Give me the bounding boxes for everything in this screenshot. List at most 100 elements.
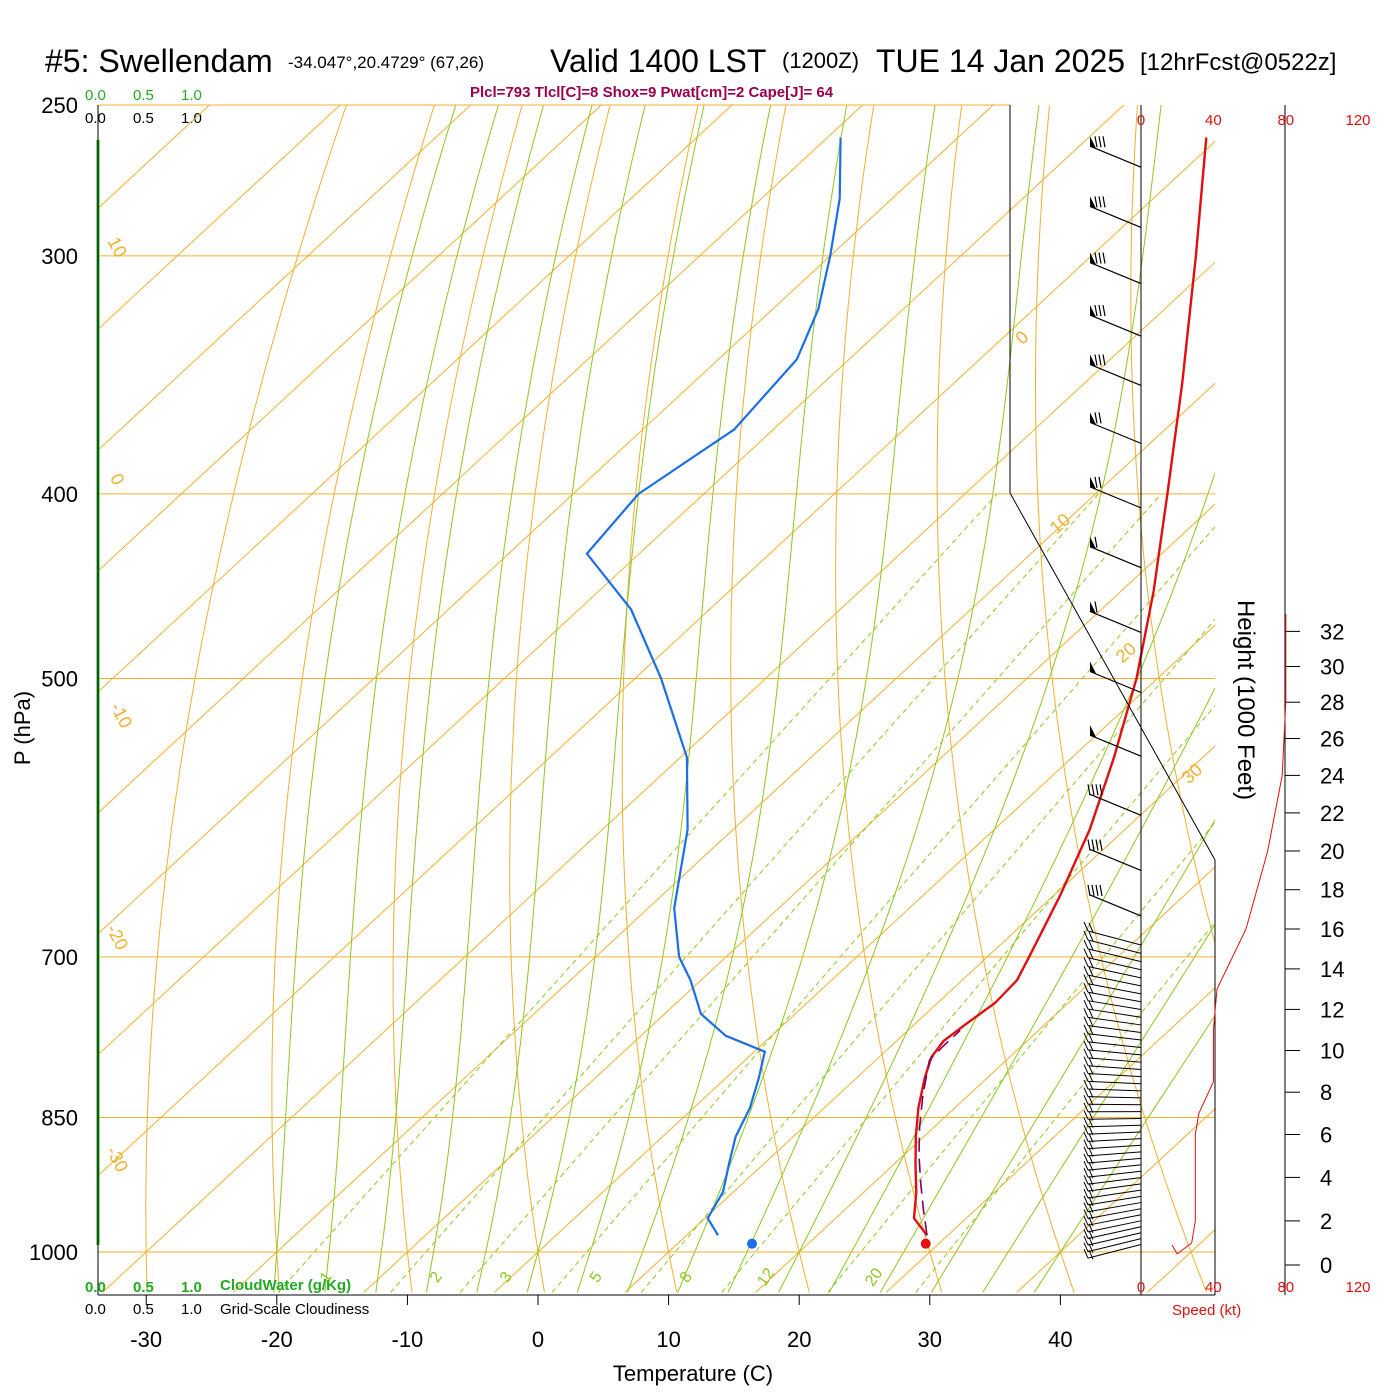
wind-barb-feather xyxy=(1091,784,1095,796)
wind-barb-feather xyxy=(1083,948,1089,958)
wind-barb-shaft xyxy=(1089,205,1142,228)
pressure-tick-label: 850 xyxy=(41,1106,78,1131)
cloudwater-scale-bottom-1: 1.0 xyxy=(181,1279,202,1296)
wind-barb-feather xyxy=(1088,1096,1094,1106)
wind-barb-shaft xyxy=(1087,1016,1142,1026)
temperature-tick-label: 30 xyxy=(918,1327,942,1352)
wind-barb-pennant xyxy=(1090,354,1096,367)
wind-barb-feather xyxy=(1083,1242,1089,1252)
wind-barb-feather xyxy=(1083,1032,1089,1043)
moist-adiabat-line xyxy=(828,471,1215,1293)
temperature-tick-label: 40 xyxy=(1048,1327,1072,1352)
cloudwater-scale-top: 0.0 0.5 1.0 xyxy=(85,87,202,104)
station-coords: -34.047°,20.4729° (67,26) xyxy=(288,53,484,72)
isotherm-line xyxy=(98,140,1215,1177)
temperature-tick-label: 10 xyxy=(656,1327,680,1352)
wind-barb-feather xyxy=(1102,196,1106,208)
moist-adiabat-line xyxy=(273,105,457,1293)
speed-tick-label-bottom: 80 xyxy=(1277,1279,1294,1296)
wind-barb-feather xyxy=(1098,196,1102,208)
pressure-tick-label: 700 xyxy=(41,945,78,970)
moist-adiabat-line xyxy=(526,105,705,1293)
wind-barb-shaft xyxy=(1087,1144,1142,1150)
wind-barb-feather xyxy=(1083,1132,1089,1142)
isotherm-line xyxy=(102,261,1215,1293)
wind-barb-feather xyxy=(1083,1008,1089,1018)
station-title: #5: Swellendam xyxy=(45,43,273,79)
surface-temperature-marker xyxy=(920,1238,931,1249)
valid-time: Valid 1400 LST xyxy=(550,43,766,79)
isotherm-line xyxy=(98,105,1125,1056)
dry-adiabat-line xyxy=(145,105,347,1293)
cloudiness-scale-bottom: 0.0 0.5 1.0 Grid-Scale Cloudiness xyxy=(85,1301,369,1318)
wind-barb-feather xyxy=(1088,1182,1094,1193)
mixing-ratio-line xyxy=(640,618,1215,1293)
wind-barb-shaft xyxy=(1087,1214,1142,1226)
wind-barb-feather xyxy=(1088,1049,1094,1060)
isotherm-line xyxy=(624,745,1215,1293)
moist-adiabat-line xyxy=(982,923,1215,1293)
moist-adiabat-line xyxy=(476,105,646,1293)
pressure-tick-label: 1000 xyxy=(29,1240,78,1265)
wind-barb-feather xyxy=(1083,1160,1089,1171)
height-tick-label: 2 xyxy=(1320,1209,1332,1234)
temperature-tick-label: -10 xyxy=(392,1327,424,1352)
speed-tick-label-top: 0 xyxy=(1137,112,1145,129)
wind-barb-feather xyxy=(1088,1203,1094,1213)
dry-adiabat-line xyxy=(621,105,699,1293)
right-border-diagonal xyxy=(1009,492,1216,861)
wind-barb-feather xyxy=(1083,921,1089,932)
isotherm-line xyxy=(98,105,733,693)
height-tick-label: 22 xyxy=(1320,801,1344,826)
wind-barb-shaft xyxy=(1087,1157,1142,1164)
isotherm-label: 10 xyxy=(1046,509,1074,537)
isotherm-label: 10 xyxy=(104,234,131,261)
dry-adiabat-line xyxy=(1313,71,1400,1292)
isotherm-line xyxy=(98,105,864,814)
moist-adiabat-line xyxy=(879,687,1215,1293)
wind-barb-shaft xyxy=(1087,1195,1142,1206)
wind-barb-feather xyxy=(1083,1188,1089,1199)
wind-barb-feather xyxy=(1088,1189,1094,1200)
dry-adiabat-line xyxy=(509,105,611,1293)
cloudwater-scale-bottom-05: 0.5 xyxy=(133,1279,154,1296)
wind-barb-pennant xyxy=(1090,412,1096,425)
wind-barb-feather xyxy=(1088,1033,1094,1044)
height-tick-label: 12 xyxy=(1320,997,1344,1022)
wind-barb-feather xyxy=(1083,1016,1089,1026)
mixing-ratio-line xyxy=(551,526,1215,1293)
moist-adiabat-line xyxy=(727,105,1040,1293)
moist-adiabats xyxy=(273,105,1215,1293)
wind-barb-feather xyxy=(1083,1072,1089,1082)
wind-barb-feather xyxy=(1088,1223,1094,1234)
speed-tick-label-bottom: 0 xyxy=(1137,1279,1145,1296)
isotherm-label: 0 xyxy=(106,470,128,488)
wind-barb-feather xyxy=(1087,884,1091,897)
height-tick-label: 18 xyxy=(1320,878,1344,903)
wind-barb-feather xyxy=(1083,1064,1089,1074)
dry-adiabats xyxy=(145,71,1400,1293)
wind-barb-shaft xyxy=(1087,1057,1142,1063)
wind-barb-shaft xyxy=(1089,363,1142,387)
wind-barb-feather xyxy=(1083,957,1089,967)
wind-barb-pennant xyxy=(1090,536,1096,549)
wind-barb-feather xyxy=(1088,1216,1094,1227)
pressure-axis: 250 300 400 500 700 850 1000 xyxy=(29,93,78,1265)
wind-barb-feather xyxy=(1088,1133,1094,1143)
wind-barb-feather xyxy=(1088,992,1094,1002)
wind-barb-feather xyxy=(1088,966,1094,977)
wind-barb-shaft xyxy=(1087,1138,1142,1142)
cloudiness-scale-0: 0.0 xyxy=(85,110,106,127)
height-tick-label: 4 xyxy=(1320,1165,1332,1190)
wind-barb-shaft xyxy=(1087,1220,1142,1233)
wind-barb-shaft xyxy=(1087,1049,1142,1056)
wind-barb-feather xyxy=(1083,1153,1089,1164)
wind-barb-feather xyxy=(1094,252,1098,264)
wind-barb-feather xyxy=(1083,1181,1089,1192)
wind-barb-feather xyxy=(1094,196,1098,208)
wind-barb-feather xyxy=(1088,931,1094,942)
dry-adiabat-line xyxy=(392,105,523,1293)
wind-barb-feather xyxy=(1088,1147,1094,1158)
